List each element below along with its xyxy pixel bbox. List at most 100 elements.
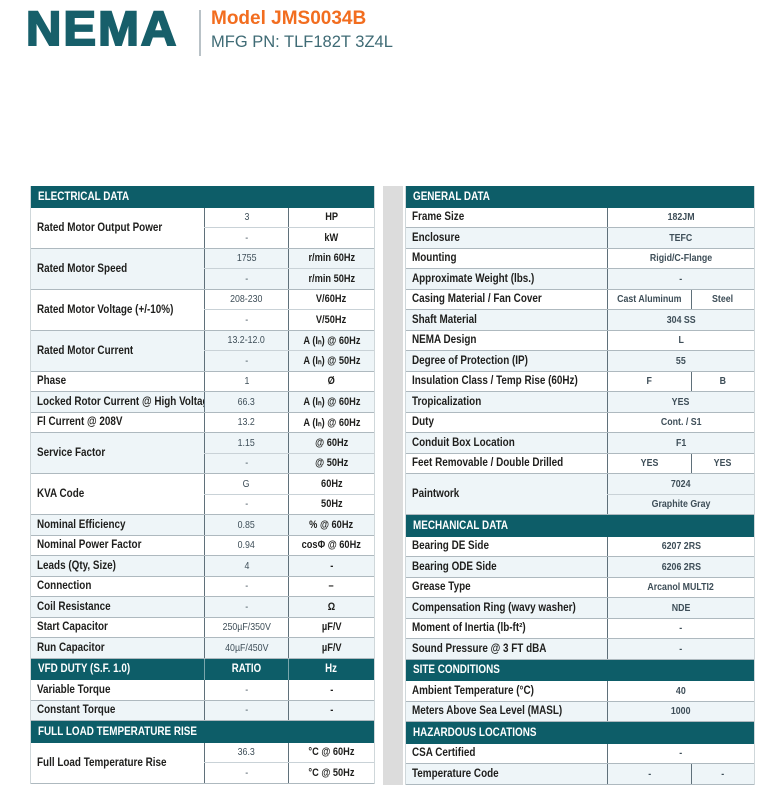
- row-unit: V/60Hz: [288, 289, 374, 309]
- row-label: Sound Pressure @ 3 FT dBA: [412, 642, 547, 655]
- section-header: VFD DUTY (S.F. 1.0) RATIO Hz: [31, 658, 374, 680]
- row-subrow: - °C @ 50Hz: [204, 762, 374, 783]
- row-cells: 13.2-12.0 A (Iₙ) @ 60Hz - A (Iₙ) @ 50Hz: [204, 330, 374, 371]
- section-header: HAZARDOUS LOCATIONS: [406, 722, 754, 744]
- row-label: Compensation Ring (wavy washer): [412, 601, 576, 614]
- row-unit: °C @ 60Hz: [288, 742, 374, 762]
- table-row: Phase 1 Ø: [31, 371, 374, 392]
- table-row: Sound Pressure @ 3 FT dBA -: [406, 639, 754, 660]
- row-value: -: [204, 763, 288, 783]
- row-label: Frame Size: [412, 211, 465, 224]
- row-value: 1755: [204, 248, 288, 268]
- row-cells: 0.85% @ 60Hz: [204, 515, 374, 535]
- row-value: -: [607, 618, 754, 638]
- row-unit: A (Iₙ) @ 60Hz: [288, 330, 374, 350]
- row-value: 66.3: [204, 392, 288, 412]
- row-value: Graphite Gray: [607, 494, 754, 514]
- section-header: GENERAL DATA: [406, 186, 754, 208]
- row-cells: 1.15 @ 60Hz - @ 50Hz: [204, 433, 374, 473]
- row-cells: YES: [607, 392, 754, 412]
- section-title: FULL LOAD TEMPERATURE RISE: [38, 725, 197, 738]
- row-value: NDE: [607, 598, 754, 618]
- row-value-left: YES: [607, 453, 691, 473]
- row-unit: HP: [288, 207, 374, 227]
- section-col-hz: Hz: [288, 658, 374, 680]
- row-unit: -: [288, 680, 374, 700]
- row-value-left: -: [607, 764, 691, 784]
- row-label: Connection: [37, 580, 92, 593]
- row-unit: A (Iₙ) @ 60Hz: [288, 392, 374, 412]
- row-subrow: NDE: [607, 598, 754, 618]
- table-row: Compensation Ring (wavy washer) NDE: [406, 598, 754, 619]
- row-subrow: Graphite Gray: [607, 493, 754, 514]
- row-subrow: - –: [204, 576, 374, 596]
- row-value: -: [607, 269, 754, 289]
- row-subrow: 182JM: [607, 207, 754, 227]
- row-value: 55: [607, 351, 754, 371]
- row-subrow: 55: [607, 351, 754, 371]
- table-row: Variable Torque - -: [31, 680, 374, 701]
- row-subrow: 0.85% @ 60Hz: [204, 515, 374, 535]
- row-label: Rated Motor Speed: [37, 262, 128, 275]
- row-value: 13.2-12.0: [204, 330, 288, 350]
- row-unit: -: [288, 700, 374, 720]
- row-cells: 182JM: [607, 207, 754, 227]
- table-gutter: [383, 186, 403, 785]
- row-value: Arcanol MULTI2: [607, 577, 754, 597]
- section-header: ELECTRICAL DATA: [31, 186, 374, 208]
- row-subrow: -: [607, 269, 754, 289]
- row-label: Casing Material / Fan Cover: [412, 293, 542, 306]
- row-label: Grease Type: [412, 581, 471, 594]
- row-value: 40µF/450V: [204, 638, 288, 658]
- row-value: -: [204, 576, 288, 596]
- row-label: Nominal Power Factor: [37, 539, 142, 552]
- section-col-ratio: RATIO: [204, 658, 288, 680]
- table-row: Approximate Weight (lbs.) -: [406, 269, 754, 290]
- row-cells: 304 SS: [607, 310, 754, 330]
- table-row: Rated Motor Output Power 3 HP - kW: [31, 207, 374, 249]
- row-cells: 6206 2RS: [607, 557, 754, 577]
- row-label: Rated Motor Output Power: [37, 221, 163, 234]
- row-value: 208-230: [204, 289, 288, 309]
- row-value: L: [607, 330, 754, 350]
- row-value: 1.15: [204, 433, 288, 453]
- row-value: Cont. / S1: [607, 412, 754, 432]
- row-cells: --: [607, 764, 754, 784]
- row-subrow: -Ω: [204, 597, 374, 617]
- row-label: NEMA Design: [412, 334, 477, 347]
- table-row: Mounting Rigid/C-Flange: [406, 248, 754, 269]
- row-subrow: - kW: [204, 227, 374, 248]
- section-title: HAZARDOUS LOCATIONS: [413, 726, 537, 739]
- row-subrow: -: [607, 743, 754, 763]
- row-label: Leads (Qty, Size): [37, 559, 116, 572]
- row-value-left: Cast Aluminum: [607, 289, 691, 309]
- row-label: Rated Motor Current: [37, 344, 134, 357]
- row-subrow: 6207 2RS: [607, 536, 754, 556]
- row-value: -: [204, 269, 288, 289]
- table-row: Leads (Qty, Size) 4-: [31, 556, 374, 577]
- row-subrow: 7024: [607, 474, 754, 494]
- row-value: 250µF/350V: [204, 617, 288, 637]
- row-value: -: [204, 494, 288, 514]
- section-header: SITE CONDITIONS: [406, 659, 754, 681]
- row-label: Variable Torque: [37, 683, 111, 696]
- row-subrow: 1000: [607, 701, 754, 721]
- row-cells: 208-230 V/60Hz - V/50Hz: [204, 289, 374, 330]
- table-row: Meters Above Sea Level (MASL) 1000: [406, 701, 754, 722]
- mfg-part-number: MFG PN: TLF182T 3Z4L: [211, 33, 393, 51]
- row-value: 40: [607, 681, 754, 701]
- row-subrow: 1755 r/min 60Hz: [204, 248, 374, 268]
- row-label: Insulation Class / Temp Rise (60Hz): [412, 375, 578, 388]
- table-row: Rated Motor Speed 1755 r/min 60Hz - r/min 50…: [31, 248, 374, 290]
- row-cells: 250µF/350V µF/V: [204, 617, 374, 637]
- row-label: Mounting: [412, 252, 457, 265]
- row-unit: –: [288, 576, 374, 596]
- section-header: FULL LOAD TEMPERATURE RISE: [31, 721, 374, 743]
- row-unit: A (Iₙ) @ 60Hz: [288, 412, 374, 432]
- table-row: Shaft Material 304 SS: [406, 310, 754, 331]
- row-unit: Ω: [288, 597, 374, 617]
- row-unit: r/min 60Hz: [288, 248, 374, 268]
